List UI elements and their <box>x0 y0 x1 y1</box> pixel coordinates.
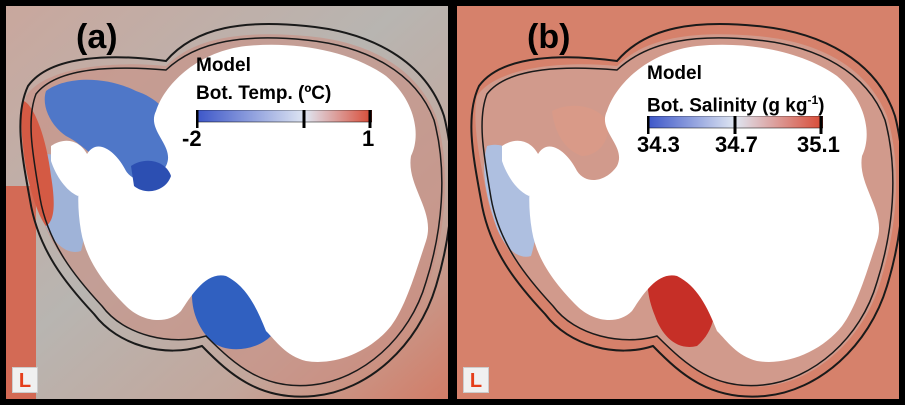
colorbar-tick-label-min: 34.3 <box>637 132 680 157</box>
colorbar-title-line2: Bot. Salinity (g kg-1) <box>647 93 825 117</box>
colorbar-tick-label-mid: 34.7 <box>715 132 758 157</box>
isobath-outer <box>19 22 448 398</box>
isobath-inner <box>481 37 894 387</box>
temperature-map <box>6 6 448 399</box>
antarctic-continent <box>78 44 429 362</box>
antarctic-peninsula-land <box>502 140 541 196</box>
panel-label: (b) <box>527 18 571 56</box>
colorbar-title-line1: Model <box>647 63 702 84</box>
warm-shelf-west <box>6 186 36 399</box>
colorbar-tick-label-min: -2 <box>182 126 202 151</box>
low-pressure-badge: L <box>463 367 489 393</box>
colorbar-title-line1: Model <box>196 55 251 76</box>
salinity-colorbar <box>647 116 823 134</box>
isobath-outer <box>470 22 899 398</box>
temperature-colorbar <box>196 110 372 128</box>
antarctic-peninsula-land <box>51 140 90 196</box>
colorbar-title-line2: Bot. Temp. (ºC) <box>196 83 332 104</box>
low-pressure-badge: L <box>12 367 38 393</box>
colorbar-tick-label-max: 35.1 <box>797 132 840 157</box>
warm-peninsula <box>21 101 54 226</box>
salty-weddell-shelf <box>552 105 608 156</box>
colorbar-tick-label-max: 1 <box>362 126 375 151</box>
isobath-inner <box>30 37 443 387</box>
cold-weddell-shelf <box>44 79 177 184</box>
cold-embayment <box>131 160 171 192</box>
panel-temperature: (a) Model Bot. Temp. (ºC) -2 1 L <box>6 6 448 399</box>
panel-label: (a) <box>76 18 118 56</box>
panel-salinity: (b) Model Bot. Salinity (g kg-1) 34.3 34… <box>457 6 899 399</box>
